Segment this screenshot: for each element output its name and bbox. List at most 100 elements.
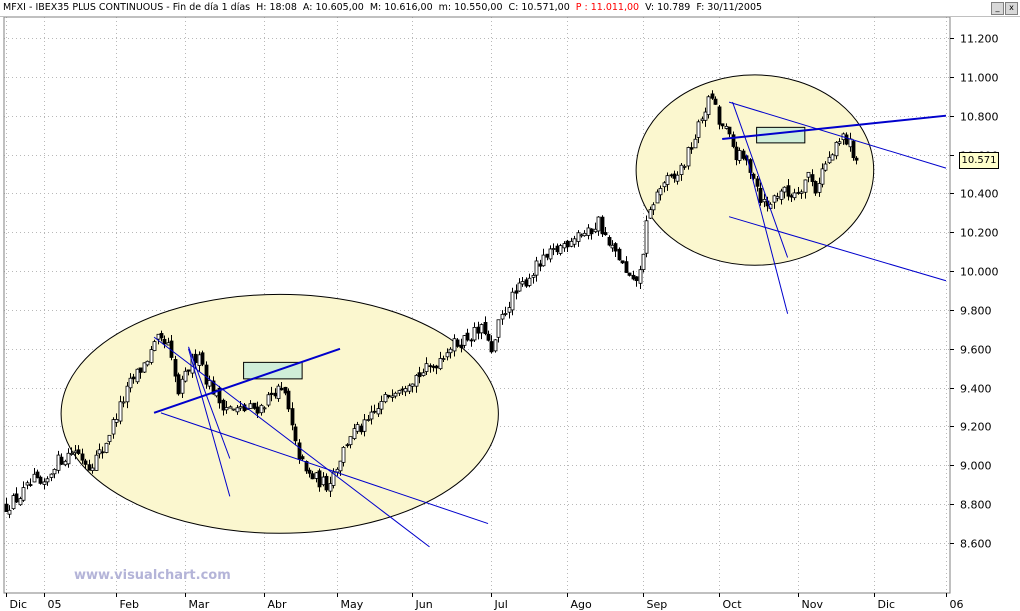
y-tick-label: 11.000 bbox=[960, 72, 999, 85]
candle-body bbox=[775, 196, 780, 199]
candle-body bbox=[300, 456, 305, 460]
candle-body bbox=[217, 387, 222, 404]
candle-body bbox=[145, 360, 150, 366]
candle-body bbox=[138, 367, 143, 373]
candle-body bbox=[469, 339, 474, 342]
candle-body bbox=[603, 232, 608, 236]
candle-body bbox=[830, 154, 835, 161]
candle-body bbox=[166, 342, 171, 346]
candle-body bbox=[379, 401, 384, 410]
candle-body bbox=[662, 182, 667, 188]
minimize-button[interactable]: _ bbox=[991, 2, 1004, 15]
candle-body bbox=[686, 147, 691, 167]
y-tick-label: 8.600 bbox=[960, 538, 992, 551]
candle-body bbox=[204, 364, 209, 385]
candle-body bbox=[310, 473, 315, 480]
candle-body bbox=[142, 362, 147, 373]
candle-body bbox=[118, 401, 123, 422]
candle-body bbox=[579, 234, 584, 237]
candle-body bbox=[710, 93, 715, 99]
trendline bbox=[728, 216, 947, 282]
candle-body bbox=[80, 453, 85, 461]
candle-body bbox=[438, 358, 443, 370]
candle-body bbox=[186, 369, 191, 372]
candle-body bbox=[421, 372, 426, 376]
candle-body bbox=[527, 277, 532, 286]
candle-body bbox=[582, 232, 587, 237]
volume-label: V: 10.789 bbox=[645, 2, 691, 13]
candle-body bbox=[25, 482, 30, 486]
x-tick-label: Abr bbox=[268, 598, 288, 611]
candle-body bbox=[121, 401, 126, 404]
candle-body bbox=[772, 195, 777, 203]
candle-body bbox=[73, 450, 78, 454]
candle-body bbox=[524, 279, 529, 287]
trendlines bbox=[153, 101, 947, 548]
candle-body bbox=[813, 181, 818, 194]
candle-body bbox=[665, 175, 670, 185]
y-tick-label: 10.200 bbox=[960, 227, 999, 240]
candle-body bbox=[806, 171, 811, 178]
candle-body bbox=[741, 150, 746, 159]
candle-body bbox=[173, 359, 178, 377]
candle-body bbox=[558, 245, 563, 254]
candle-body bbox=[259, 404, 264, 414]
candle-body bbox=[545, 253, 550, 258]
candle-body bbox=[624, 261, 629, 273]
candle-body bbox=[59, 456, 64, 465]
candle-body bbox=[107, 434, 112, 443]
candle-body bbox=[87, 464, 92, 471]
candle-body bbox=[149, 349, 154, 363]
candle-body bbox=[644, 220, 649, 254]
candle-body bbox=[658, 188, 663, 196]
candle-body bbox=[200, 352, 205, 365]
candle-body bbox=[731, 134, 736, 147]
candle-body bbox=[851, 141, 856, 158]
candle-body bbox=[655, 191, 660, 204]
candle-body bbox=[111, 419, 116, 435]
candle-body bbox=[76, 449, 81, 454]
candle-body bbox=[372, 410, 377, 413]
candle-body bbox=[228, 406, 233, 409]
candle-body bbox=[266, 394, 271, 406]
x-tick-label: Oct bbox=[723, 598, 743, 611]
candle-body bbox=[341, 446, 346, 463]
candle-body bbox=[362, 419, 367, 432]
candle-body bbox=[600, 216, 605, 235]
candle-body bbox=[551, 248, 556, 250]
candle-body bbox=[713, 98, 718, 105]
candle-body bbox=[517, 282, 522, 292]
candle-body bbox=[734, 146, 739, 161]
candle-body bbox=[28, 484, 33, 486]
watermark: www.visualchart.com bbox=[74, 568, 231, 583]
candle-body bbox=[273, 392, 278, 397]
candle-body bbox=[762, 198, 767, 203]
candle-body bbox=[328, 483, 333, 492]
close-button[interactable]: x bbox=[1005, 2, 1018, 15]
candle-body bbox=[269, 392, 274, 395]
candle-body bbox=[345, 444, 350, 447]
candle-body bbox=[727, 126, 732, 135]
candle-body bbox=[496, 319, 501, 338]
candle-body bbox=[617, 248, 622, 261]
candle-body bbox=[631, 274, 636, 280]
candle-body bbox=[83, 460, 88, 465]
candle-body bbox=[493, 339, 498, 352]
candle-body bbox=[35, 471, 40, 479]
candle-body bbox=[555, 245, 560, 253]
candle-body bbox=[125, 385, 130, 403]
candle-body bbox=[565, 240, 570, 248]
candle-body bbox=[786, 185, 791, 197]
candle-body bbox=[38, 476, 43, 484]
candle-body bbox=[314, 472, 319, 479]
y-tick-label: 10.800 bbox=[960, 111, 999, 124]
candle-body bbox=[286, 390, 291, 410]
candle-body bbox=[459, 344, 464, 349]
candle-body bbox=[576, 232, 581, 242]
candle-body bbox=[462, 335, 467, 346]
candle-body bbox=[262, 407, 267, 410]
candle-body bbox=[755, 178, 760, 187]
y-tick-label: 11.200 bbox=[960, 33, 999, 46]
y-tick-label: 10.000 bbox=[960, 266, 999, 279]
